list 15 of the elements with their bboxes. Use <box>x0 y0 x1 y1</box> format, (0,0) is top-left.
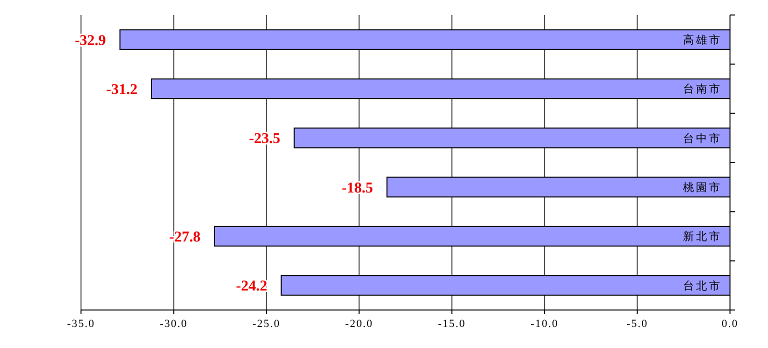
y-tick-label: 桃園市 <box>683 180 722 194</box>
data-label: -31.2 <box>106 82 138 98</box>
y-tick-label: 台南市 <box>683 82 722 96</box>
y-tick-label: 台北市 <box>683 279 722 292</box>
x-tick-label: -35.0 <box>67 318 95 330</box>
y-tick-label: 新北市 <box>683 230 722 244</box>
x-tick-label: -25.0 <box>252 318 280 330</box>
y-tick-label: 台中市 <box>683 132 722 145</box>
x-tick-label: 0.0 <box>722 318 738 330</box>
x-tick-label: -15.0 <box>438 318 466 330</box>
x-tick-label: -20.0 <box>345 318 374 330</box>
x-tick-label: -5.0 <box>626 318 648 330</box>
x-tick-label: -10.0 <box>530 318 559 330</box>
x-tick-label: -30.0 <box>160 318 188 330</box>
y-tick-label: 高雄市 <box>683 33 722 46</box>
